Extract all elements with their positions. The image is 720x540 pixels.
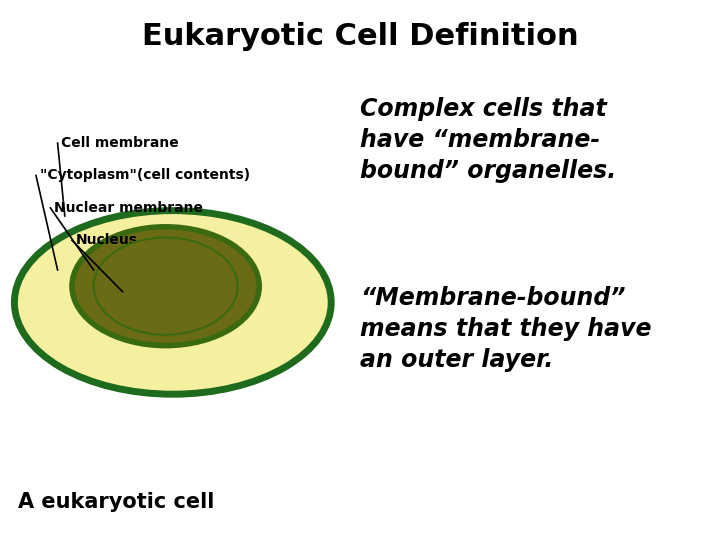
Ellipse shape	[14, 211, 331, 394]
Text: Eukaryotic Cell Definition: Eukaryotic Cell Definition	[142, 22, 578, 51]
Text: A eukaryotic cell: A eukaryotic cell	[18, 492, 215, 512]
Text: Cell membrane: Cell membrane	[61, 136, 179, 150]
Text: “Membrane-bound”
means that they have
an outer layer.: “Membrane-bound” means that they have an…	[360, 286, 652, 372]
Text: Nuclear membrane: Nuclear membrane	[54, 201, 203, 215]
Ellipse shape	[94, 238, 238, 335]
Text: Nucleus: Nucleus	[76, 233, 138, 247]
Ellipse shape	[72, 227, 259, 346]
Text: "Cytoplasm"(cell contents): "Cytoplasm"(cell contents)	[40, 168, 250, 183]
Text: Complex cells that
have “membrane-
bound” organelles.: Complex cells that have “membrane- bound…	[360, 97, 616, 183]
